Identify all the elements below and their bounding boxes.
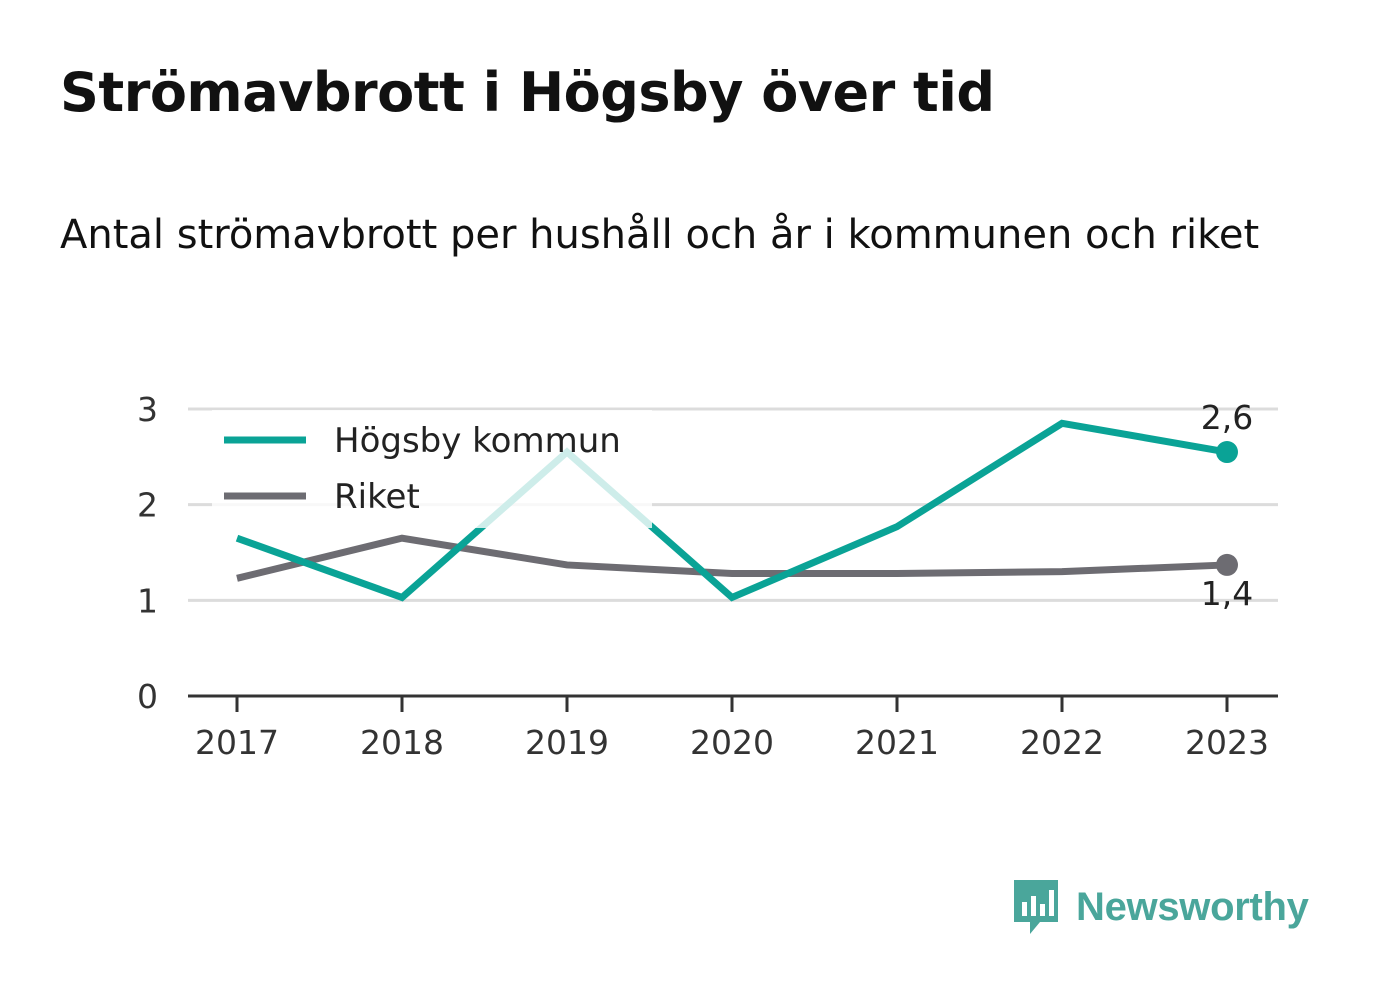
series-line-högsby-kommun [235,419,1228,602]
chart-title: Strömavbrott i Högsby över tid [60,61,995,124]
x-axis-ticks: 2017 2018 2019 2020 2021 2022 2023 [195,696,1269,762]
legend-label: Riket [334,477,420,517]
x-tick-label: 2021 [855,723,939,762]
legend: Högsby kommun Riket [212,410,652,528]
end-value-label: 2,6 [1201,398,1253,437]
x-tick-label: 2022 [1020,723,1104,762]
x-tick-label: 2020 [690,723,774,762]
x-tick-label: 2019 [525,723,609,762]
brand-name: Newsworthy [1076,884,1309,929]
end-labels: 2,6 1,4 [1201,398,1253,613]
newsworthy-logo-icon [1014,880,1058,934]
y-tick-label: 2 [137,486,158,525]
end-point-marker [1216,441,1238,464]
legend-label: Högsby kommun [334,421,621,461]
x-tick-label: 2018 [360,723,444,762]
brand-logo: Newsworthy [1010,876,1309,938]
chart-subtitle: Antal strömavbrott per hushåll och år i … [60,212,1260,258]
series-line-riket [236,534,1228,582]
x-tick-label: 2017 [195,723,279,762]
x-tick-label: 2023 [1185,723,1269,762]
y-tick-label: 0 [137,677,158,716]
end-point-marker [1216,553,1238,576]
series-lines [235,419,1238,602]
y-tick-label: 1 [137,581,158,620]
y-axis-ticks: 0 1 2 3 [137,390,158,716]
end-value-label: 1,4 [1201,574,1253,613]
legend-background [212,410,652,528]
y-tick-label: 3 [137,390,158,429]
